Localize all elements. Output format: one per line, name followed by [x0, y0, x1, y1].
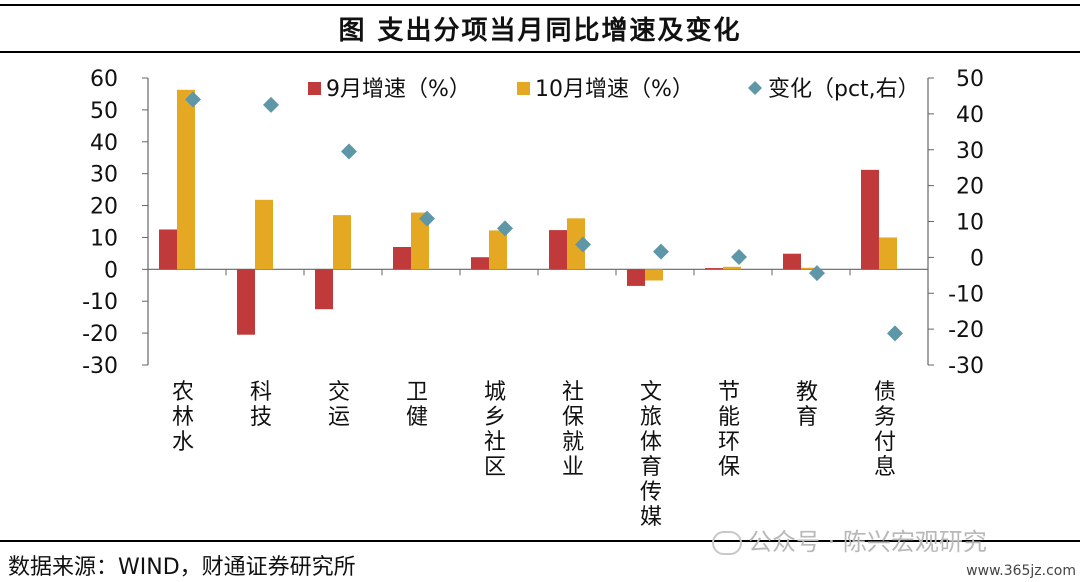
category-label: 业 — [562, 455, 584, 480]
chart-canvas: 60 50 40 30 20 10 0 -10 -20 -30 50 40 30 20 10 0 -10 -20 -… — [82, 67, 984, 530]
bar-oct — [645, 269, 663, 281]
category-label: 农 — [172, 380, 194, 405]
category-label: 社 — [484, 430, 506, 455]
bar-oct — [411, 212, 429, 270]
bar-oct — [801, 267, 819, 270]
marker-change — [809, 265, 825, 282]
left-tick-label: 40 — [90, 131, 118, 156]
marker-change — [497, 220, 513, 237]
category-label: 媒 — [640, 505, 662, 530]
category-label: 技 — [250, 405, 272, 430]
bar-sep — [549, 230, 567, 270]
category-label: 运 — [328, 405, 350, 430]
left-tick-label: -10 — [82, 290, 118, 315]
marker-change — [419, 210, 435, 227]
left-tick-label: 50 — [90, 99, 118, 124]
marker-change — [341, 143, 357, 160]
category-label: 交 — [328, 380, 350, 405]
bar-oct — [255, 199, 273, 270]
bar-oct — [177, 89, 195, 270]
right-tick-label: 10 — [956, 211, 984, 236]
right-tick-label: 0 — [970, 246, 984, 271]
bar-sep — [705, 268, 723, 270]
category-label: 乡 — [484, 405, 506, 430]
right-tick-label: 20 — [956, 175, 984, 200]
left-tick-label: 30 — [90, 163, 118, 188]
category-label: 城 — [484, 380, 506, 405]
chart-title: 图 支出分项当月同比增速及变化 — [338, 16, 742, 46]
bar-oct — [879, 237, 897, 270]
category-label: 息 — [874, 455, 896, 480]
right-tick-label: 40 — [956, 103, 984, 128]
watermark-text: 公众号 · 陈兴宏观研究 — [748, 528, 987, 556]
bar-sep — [627, 269, 645, 286]
category-label: 卫 — [406, 380, 428, 405]
category-label: 区 — [484, 455, 506, 480]
left-tick-label: 0 — [104, 258, 118, 283]
bar-sep — [159, 229, 177, 270]
left-tick-label: -30 — [82, 354, 118, 379]
bar-sep — [315, 269, 333, 310]
right-tick-label: -20 — [948, 318, 984, 343]
category-label: 体 — [640, 430, 662, 455]
legend-swatch-change — [748, 81, 762, 95]
legend-swatch-sep — [308, 82, 321, 95]
category-label: 保 — [562, 405, 584, 430]
left-tick-label: -20 — [82, 322, 118, 347]
marker-change — [731, 249, 747, 266]
category-label: 务 — [874, 405, 896, 430]
legend-label-change: 变化（pct,右） — [768, 77, 920, 102]
site-tag: www.365jz.com — [966, 563, 1076, 579]
category-label: 教 — [796, 380, 818, 405]
source-note: 数据来源：WIND，财通证券研究所 — [8, 555, 356, 580]
left-tick-label: 60 — [90, 67, 118, 92]
bar-oct — [333, 215, 351, 270]
marker-change — [575, 236, 591, 253]
category-label: 保 — [718, 455, 740, 480]
right-tick-label: 30 — [956, 139, 984, 164]
category-label: 育 — [796, 405, 818, 430]
bar-oct — [723, 266, 741, 270]
bar-sep — [783, 253, 801, 270]
category-label: 文 — [640, 380, 662, 405]
category-label: 就 — [562, 430, 584, 455]
category-label: 债 — [874, 380, 896, 405]
category-label: 育 — [640, 455, 662, 480]
category-label: 旅 — [640, 405, 662, 430]
right-tick-label: 50 — [956, 67, 984, 92]
legend-label-sep: 9月增速（%） — [326, 77, 471, 102]
category-label: 节 — [718, 380, 740, 405]
marker-change — [185, 91, 201, 108]
category-label: 健 — [406, 405, 428, 430]
category-label: 林 — [172, 405, 194, 430]
marker-change — [263, 96, 279, 113]
bar-oct — [489, 230, 507, 270]
bar-sep — [471, 257, 489, 270]
left-tick-label: 20 — [90, 195, 118, 220]
title-rule-top — [0, 4, 1080, 6]
legend-swatch-oct — [517, 82, 530, 95]
category-label: 传 — [640, 480, 662, 505]
wechat-icon — [712, 531, 742, 555]
category-label: 环 — [718, 430, 740, 455]
left-tick-label: 10 — [90, 226, 118, 251]
bar-sep — [861, 169, 879, 270]
marker-change — [653, 243, 669, 260]
right-tick-label: -10 — [948, 282, 984, 307]
title-bar: 图 支出分项当月同比增速及变化 — [0, 0, 1080, 56]
category-label: 能 — [718, 405, 740, 430]
bar-sep — [237, 269, 255, 335]
category-label: 社 — [562, 380, 584, 405]
category-label: 科 — [250, 380, 272, 405]
watermark: 公众号 · 陈兴宏观研究 — [712, 522, 987, 557]
bar-sep — [393, 247, 411, 270]
category-label: 付 — [874, 430, 896, 455]
legend-label-oct: 10月增速（%） — [535, 77, 694, 102]
marker-change — [887, 325, 903, 342]
source-rule — [0, 540, 1080, 542]
category-label: 水 — [172, 430, 194, 455]
title-rule-bottom — [0, 51, 1080, 53]
right-tick-label: -30 — [948, 354, 984, 379]
